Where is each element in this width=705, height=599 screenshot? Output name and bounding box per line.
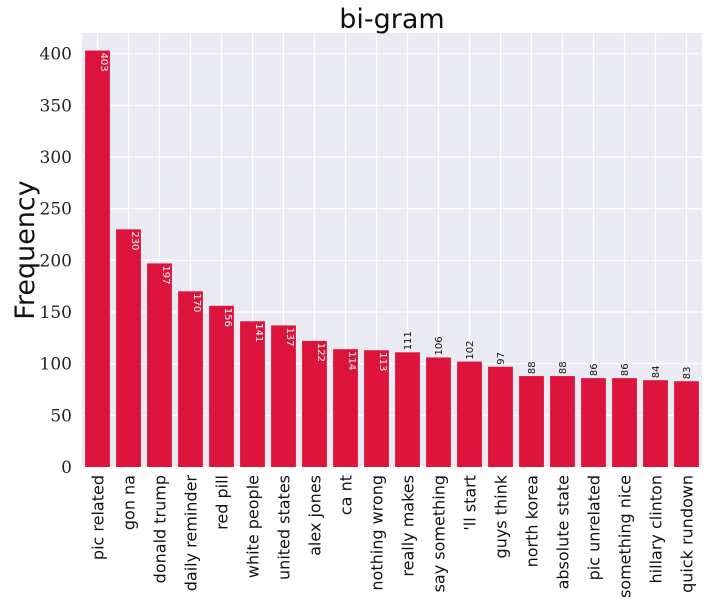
y-tick-label: 150	[40, 303, 72, 323]
x-tick-label: pic unrelated	[585, 475, 604, 580]
data-label: 83	[682, 366, 693, 379]
bar	[333, 349, 358, 467]
bar	[302, 340, 327, 467]
x-tick-label: donald trump	[151, 475, 170, 583]
y-tick-label: 400	[40, 45, 72, 65]
bar	[612, 378, 637, 467]
bar	[240, 321, 265, 467]
x-tick-label: daily reminder	[182, 475, 201, 592]
y-tick-label: 350	[40, 96, 72, 116]
chart-title: bi-gram	[339, 4, 444, 35]
bar	[271, 325, 296, 467]
data-label: 113	[377, 352, 388, 371]
data-labels: 403 230 197 170 156 141 137 122 114 113 111 106 102 9…	[98, 53, 693, 380]
data-label: 156	[222, 308, 233, 327]
y-tick-label: 200	[40, 251, 72, 271]
data-label: 102	[465, 341, 476, 360]
bar	[550, 376, 575, 467]
y-axis-label: Frequency	[10, 180, 41, 320]
data-label: 230	[129, 231, 140, 250]
bar	[643, 380, 668, 467]
data-label: 97	[496, 352, 507, 365]
data-label: 114	[346, 351, 357, 370]
x-tick-label: pic related	[89, 475, 108, 560]
x-tick-label: 'll start	[461, 475, 480, 531]
x-tick-label: ca nt	[337, 475, 356, 515]
plot-background	[82, 33, 702, 467]
bar	[364, 350, 389, 467]
bar	[85, 50, 110, 468]
data-label: 86	[620, 363, 631, 376]
data-label: 88	[527, 361, 538, 374]
bar	[519, 376, 544, 467]
x-tick-label: united states	[275, 475, 294, 580]
x-tick-label: guys think	[492, 474, 511, 558]
x-tick-label: really makes	[399, 475, 418, 577]
x-tick-label: something nice	[616, 475, 635, 598]
bar	[581, 378, 606, 467]
x-tick-label: quick rundown	[678, 475, 697, 593]
data-label: 122	[315, 343, 326, 362]
bar	[457, 361, 482, 467]
y-tick-label: 0	[61, 458, 72, 478]
bar	[674, 381, 699, 467]
x-tick-label: white people	[244, 475, 263, 578]
y-tick-label: 50	[50, 406, 72, 426]
data-label: 403	[98, 53, 109, 72]
y-tick-label: 250	[40, 200, 72, 220]
data-label: 86	[589, 363, 600, 376]
x-tick-label: hillary clinton	[647, 475, 666, 583]
bar	[395, 352, 420, 467]
data-label: 170	[191, 293, 202, 312]
data-label: 141	[253, 323, 264, 342]
data-label: 197	[160, 265, 171, 284]
bar	[178, 291, 203, 467]
y-tick-label: 100	[40, 355, 72, 375]
y-tick-label: 300	[40, 148, 72, 168]
x-tick-labels: pic related gon na donald trump daily remin…	[89, 474, 697, 598]
data-label: 84	[651, 365, 662, 378]
data-label: 88	[558, 361, 569, 374]
bar	[116, 229, 141, 467]
x-tick-label: gon na	[120, 475, 139, 530]
data-label: 106	[434, 336, 445, 355]
bar	[209, 305, 234, 467]
x-tick-label: alex jones	[306, 475, 325, 556]
x-tick-label: nothing wrong	[368, 475, 387, 591]
bar	[147, 263, 172, 467]
data-label: 137	[284, 327, 295, 346]
x-tick-label: red pill	[213, 475, 232, 530]
bar	[426, 357, 451, 467]
y-tick-labels: 0 50 100 150 200 250 300 350 400	[40, 45, 72, 478]
x-tick-label: north korea	[523, 475, 542, 567]
bars	[85, 50, 699, 468]
x-tick-label: say something	[430, 475, 449, 592]
data-label: 111	[403, 331, 414, 350]
bar	[488, 366, 513, 467]
x-tick-label: absolute state	[554, 475, 573, 589]
